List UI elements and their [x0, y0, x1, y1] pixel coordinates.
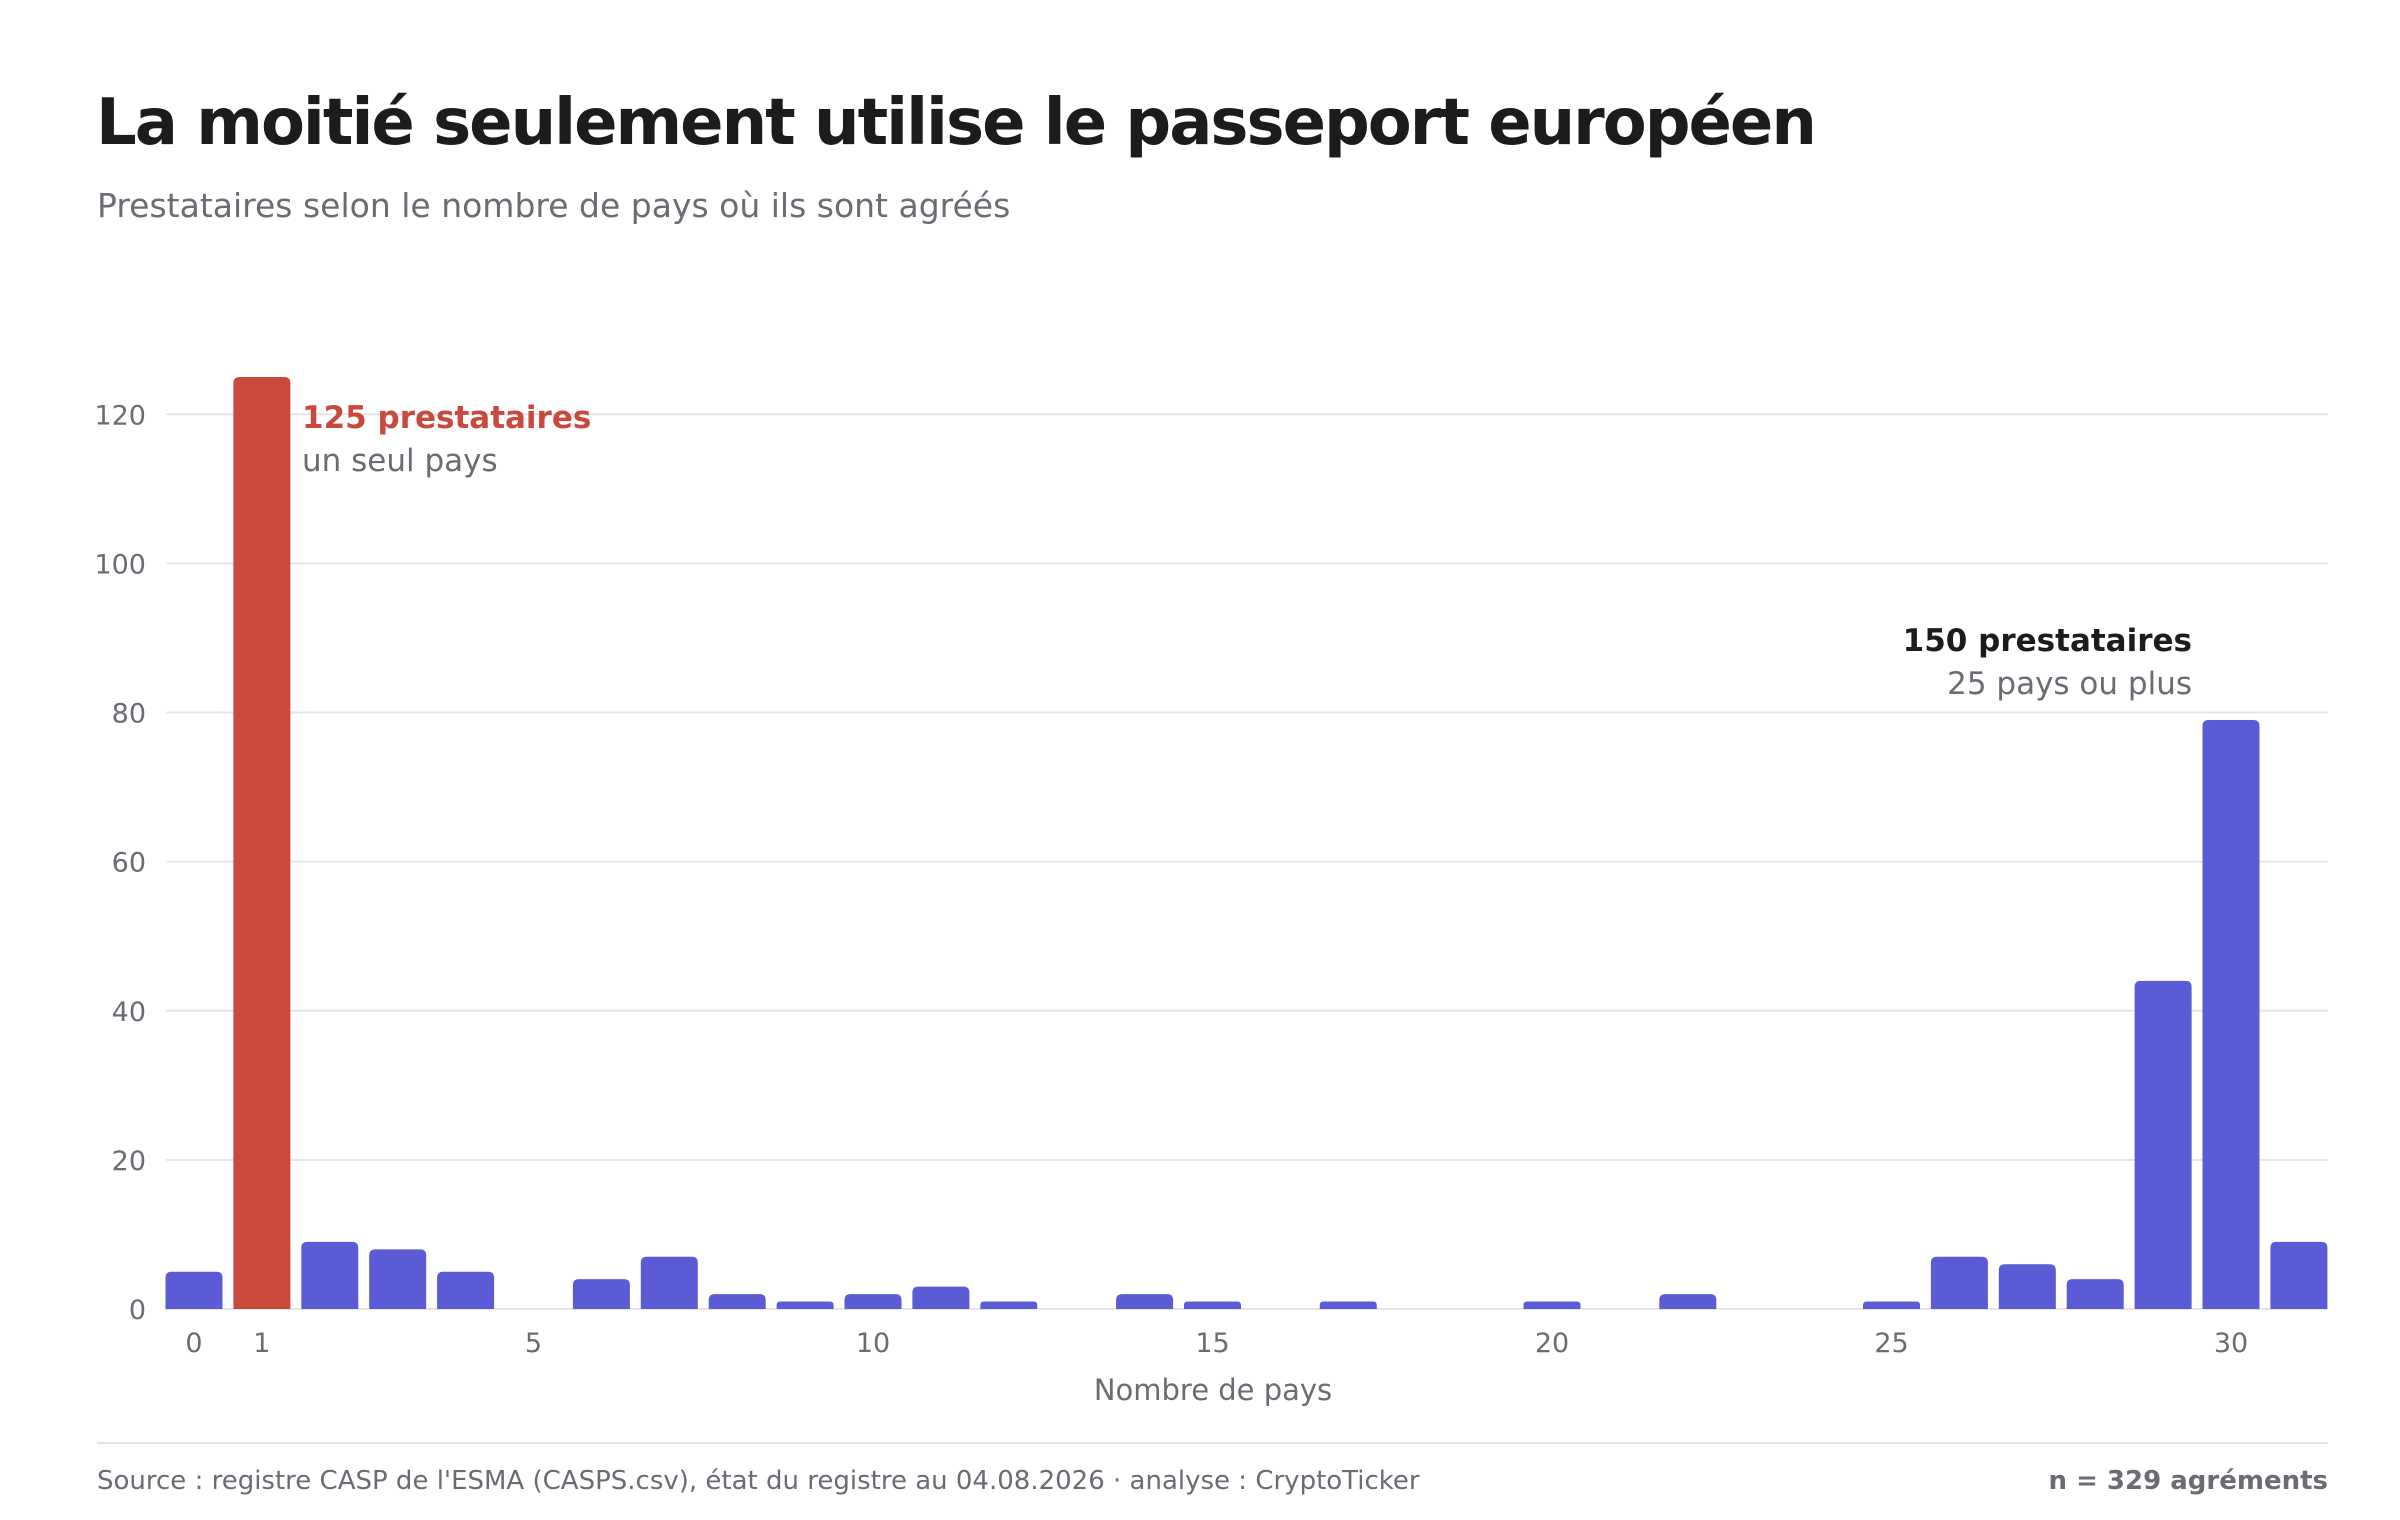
bar-12-countries [980, 1301, 1038, 1309]
y-tick-label: 20 [112, 1146, 146, 1177]
bar-15-countries [1184, 1301, 1241, 1309]
x-tick-label: 1 [253, 1328, 270, 1359]
y-tick-label: 80 [112, 699, 146, 730]
bar-22-countries [1659, 1294, 1717, 1309]
annotation-25-plus-sublabel: 25 pays ou plus [1947, 666, 2192, 702]
bar-8-countries [708, 1294, 766, 1309]
y-axis-ticks: 0 20 40 60 80 100 120 [94, 400, 146, 1326]
bar-10-countries [844, 1294, 902, 1309]
y-tick-label: 60 [112, 848, 146, 879]
bar-30-countries [2202, 719, 2260, 1309]
chart-title: La moitié seulement utilise le passeport… [96, 86, 1817, 160]
bar-4-countries [437, 1271, 495, 1309]
bar-6-countries [572, 1279, 630, 1309]
sample-size: n = 329 agréments [2048, 1466, 2328, 1496]
bar-27-countries [1998, 1264, 2056, 1309]
bar-2-countries [301, 1241, 359, 1309]
x-tick-label: 25 [1874, 1328, 1908, 1359]
bar-3-countries [369, 1249, 427, 1309]
annotation-single-country: 125 prestataires un seul pays [302, 400, 591, 479]
bar-14-countries [1116, 1294, 1174, 1309]
bar-26-countries [1930, 1256, 1988, 1309]
source-note: Source : registre CASP de l'ESMA (CASPS.… [97, 1466, 1420, 1496]
bar-31-countries [2270, 1241, 2328, 1309]
y-tick-label: 40 [112, 997, 146, 1028]
bar-7-countries [640, 1256, 698, 1309]
bar-11-countries [912, 1286, 970, 1309]
x-tick-label: 20 [1535, 1328, 1569, 1359]
bar-1-countries [233, 377, 291, 1309]
footer-divider [97, 1442, 2328, 1444]
x-axis-ticks: 0 1 5 10 15 20 25 30 [185, 1328, 2248, 1359]
bar-25-countries [1863, 1301, 1920, 1309]
bars [165, 377, 2328, 1309]
x-axis-label: Nombre de pays [1094, 1373, 1332, 1407]
annotation-25-plus-label: 150 prestataires [1903, 623, 2192, 659]
annotation-single-country-label: 125 prestataires [302, 400, 591, 436]
x-tick-label: 30 [2214, 1328, 2248, 1359]
annotation-single-country-sublabel: un seul pays [302, 443, 498, 479]
x-tick-label: 15 [1195, 1328, 1229, 1359]
grid-lines [166, 413, 2328, 1310]
x-tick-label: 0 [185, 1328, 202, 1359]
bar-9-countries [776, 1301, 834, 1309]
annotation-25-plus: 150 prestataires 25 pays ou plus [1903, 623, 2192, 702]
x-tick-label: 10 [856, 1328, 890, 1359]
bar-28-countries [2066, 1279, 2124, 1309]
x-tick-label: 5 [525, 1328, 542, 1359]
y-tick-label: 0 [129, 1295, 146, 1326]
y-tick-label: 100 [94, 549, 146, 580]
y-tick-label: 120 [94, 400, 146, 431]
bar-17-countries [1319, 1301, 1377, 1309]
bar-0-countries [165, 1271, 223, 1309]
bar-20-countries [1523, 1301, 1581, 1309]
chart-subtitle: Prestataires selon le nombre de pays où … [97, 186, 1011, 225]
bar-29-countries [2134, 980, 2192, 1309]
